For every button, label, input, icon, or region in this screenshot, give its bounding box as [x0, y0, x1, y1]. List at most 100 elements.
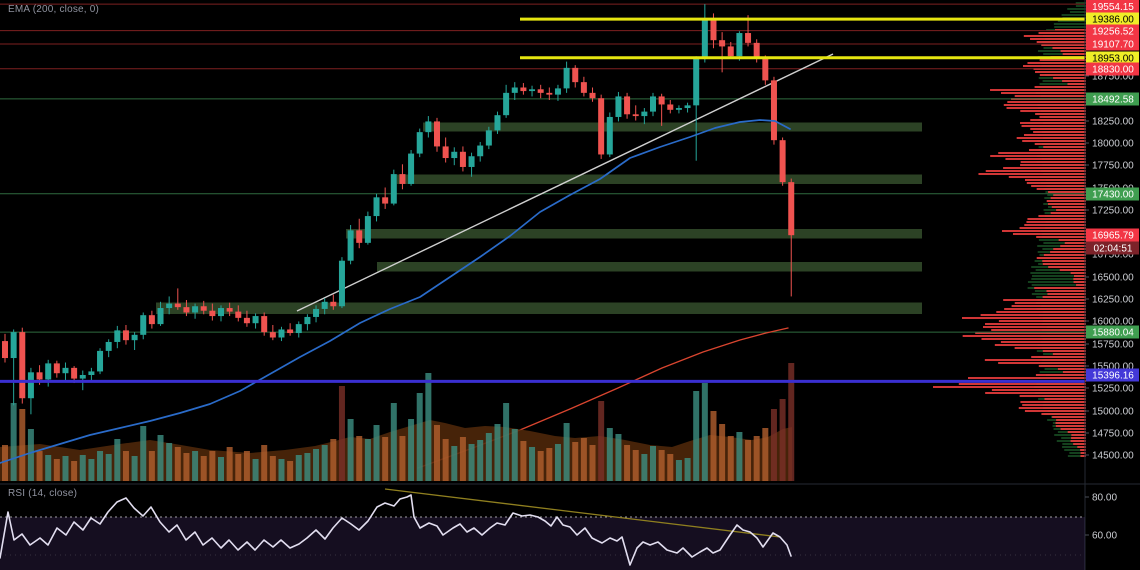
candle-up — [278, 329, 285, 338]
candle-down — [399, 174, 406, 184]
candle-up — [650, 96, 656, 112]
candle-up — [192, 306, 199, 313]
volume-bar — [252, 459, 259, 481]
volume-bar — [200, 456, 207, 481]
volume-bar — [434, 425, 440, 481]
price-badge-label: 18953.00 — [1092, 54, 1134, 65]
volume-bar — [131, 456, 138, 481]
candle-down — [580, 82, 587, 93]
candle-up — [529, 89, 536, 92]
price-badge-yellow — [1086, 51, 1139, 65]
price-badge-label: 18492.58 — [1092, 95, 1134, 106]
price-axis[interactable]: 18750.0018250.0018000.0017750.0017500.00… — [1085, 72, 1134, 542]
volume-bar — [451, 446, 458, 481]
volume-bar — [27, 429, 34, 481]
candle-up — [408, 153, 415, 184]
price-badge-label: 16965.79 — [1092, 231, 1134, 242]
volume-bar — [62, 456, 69, 481]
volume-bar — [10, 403, 17, 481]
volume-bar — [209, 451, 216, 481]
axis-tick-label: 15500.00 — [1092, 362, 1134, 373]
price-badge-label: 19256.52 — [1092, 27, 1134, 38]
axis-tick-label: 17250.00 — [1092, 206, 1134, 217]
candle-up — [114, 330, 121, 342]
axis-tick-label: 17750.00 — [1092, 161, 1134, 172]
price-badge-label: 19386.00 — [1092, 15, 1134, 26]
candle-up — [313, 308, 320, 317]
candle-up — [494, 115, 501, 131]
volume-bar — [537, 451, 544, 481]
volume-bar — [226, 447, 233, 481]
candle-down — [624, 96, 631, 115]
volume-bar — [425, 373, 432, 481]
zone — [346, 229, 922, 239]
candle-up — [131, 334, 138, 341]
candle-down — [658, 96, 665, 105]
price-badge-label: 15396.16 — [1092, 371, 1134, 382]
volume-bar — [148, 451, 155, 481]
price-badge-red — [1086, 228, 1139, 242]
volume-profile-green — [1027, 2, 1086, 457]
volume-bar — [183, 453, 190, 481]
volume-bar — [503, 403, 510, 481]
volume-bar — [122, 451, 129, 481]
zone — [156, 302, 922, 314]
candle-up — [157, 308, 164, 325]
volume-bar — [736, 432, 743, 481]
candle-down — [71, 367, 78, 379]
price-badge-label: 15880.04 — [1092, 328, 1134, 339]
price-badge-green — [1086, 92, 1139, 106]
volume-bar — [416, 393, 423, 481]
candle-down — [779, 140, 786, 183]
candle-up — [554, 88, 561, 95]
candle-up — [503, 92, 510, 116]
volume-bar — [364, 439, 371, 481]
candle-down — [174, 303, 181, 308]
candle-up — [218, 308, 224, 317]
volume-bar — [572, 442, 579, 481]
price-badge-label: 17430.00 — [1092, 190, 1134, 201]
candle-down — [19, 332, 26, 399]
volume-bar — [2, 445, 8, 481]
candle-up — [615, 96, 622, 117]
candle-up — [166, 303, 173, 309]
volume-bar — [529, 447, 536, 481]
ema-200-line — [0, 119, 791, 464]
volume-bar — [53, 459, 60, 481]
volume-bar — [399, 436, 406, 481]
volume-bar — [598, 401, 605, 481]
candle-down — [546, 92, 553, 95]
volume-bar — [693, 391, 700, 481]
candle-up — [701, 18, 708, 59]
price-badge-label: 19107.70 — [1092, 40, 1134, 51]
volume-bar — [442, 439, 449, 481]
candle-down — [382, 197, 389, 204]
volume-bar — [382, 437, 389, 481]
candle-down — [520, 87, 527, 92]
candle-up — [693, 58, 700, 106]
candle-up — [295, 324, 302, 334]
volume-bar — [494, 424, 501, 481]
candle-up — [373, 197, 380, 217]
axis-tick-label: 16000.00 — [1092, 317, 1134, 328]
volume-bar — [269, 456, 276, 481]
axis-tick-label: 15250.00 — [1092, 384, 1134, 395]
candle-down — [36, 372, 43, 380]
price-badge-yellow — [1086, 12, 1139, 26]
volume-bar — [295, 455, 302, 481]
candle-down — [2, 341, 8, 359]
candle-up — [364, 216, 371, 243]
volume-bar — [79, 455, 86, 481]
volume-bar — [356, 436, 363, 481]
candle-up — [97, 350, 104, 372]
candle-down — [459, 151, 466, 167]
volume-bar — [641, 454, 648, 481]
volume-bar — [114, 439, 121, 481]
candle-up — [252, 316, 259, 324]
volume-bar — [580, 438, 587, 481]
axis-tick-label: 60.00 — [1092, 531, 1117, 542]
volume-bar — [511, 429, 518, 481]
